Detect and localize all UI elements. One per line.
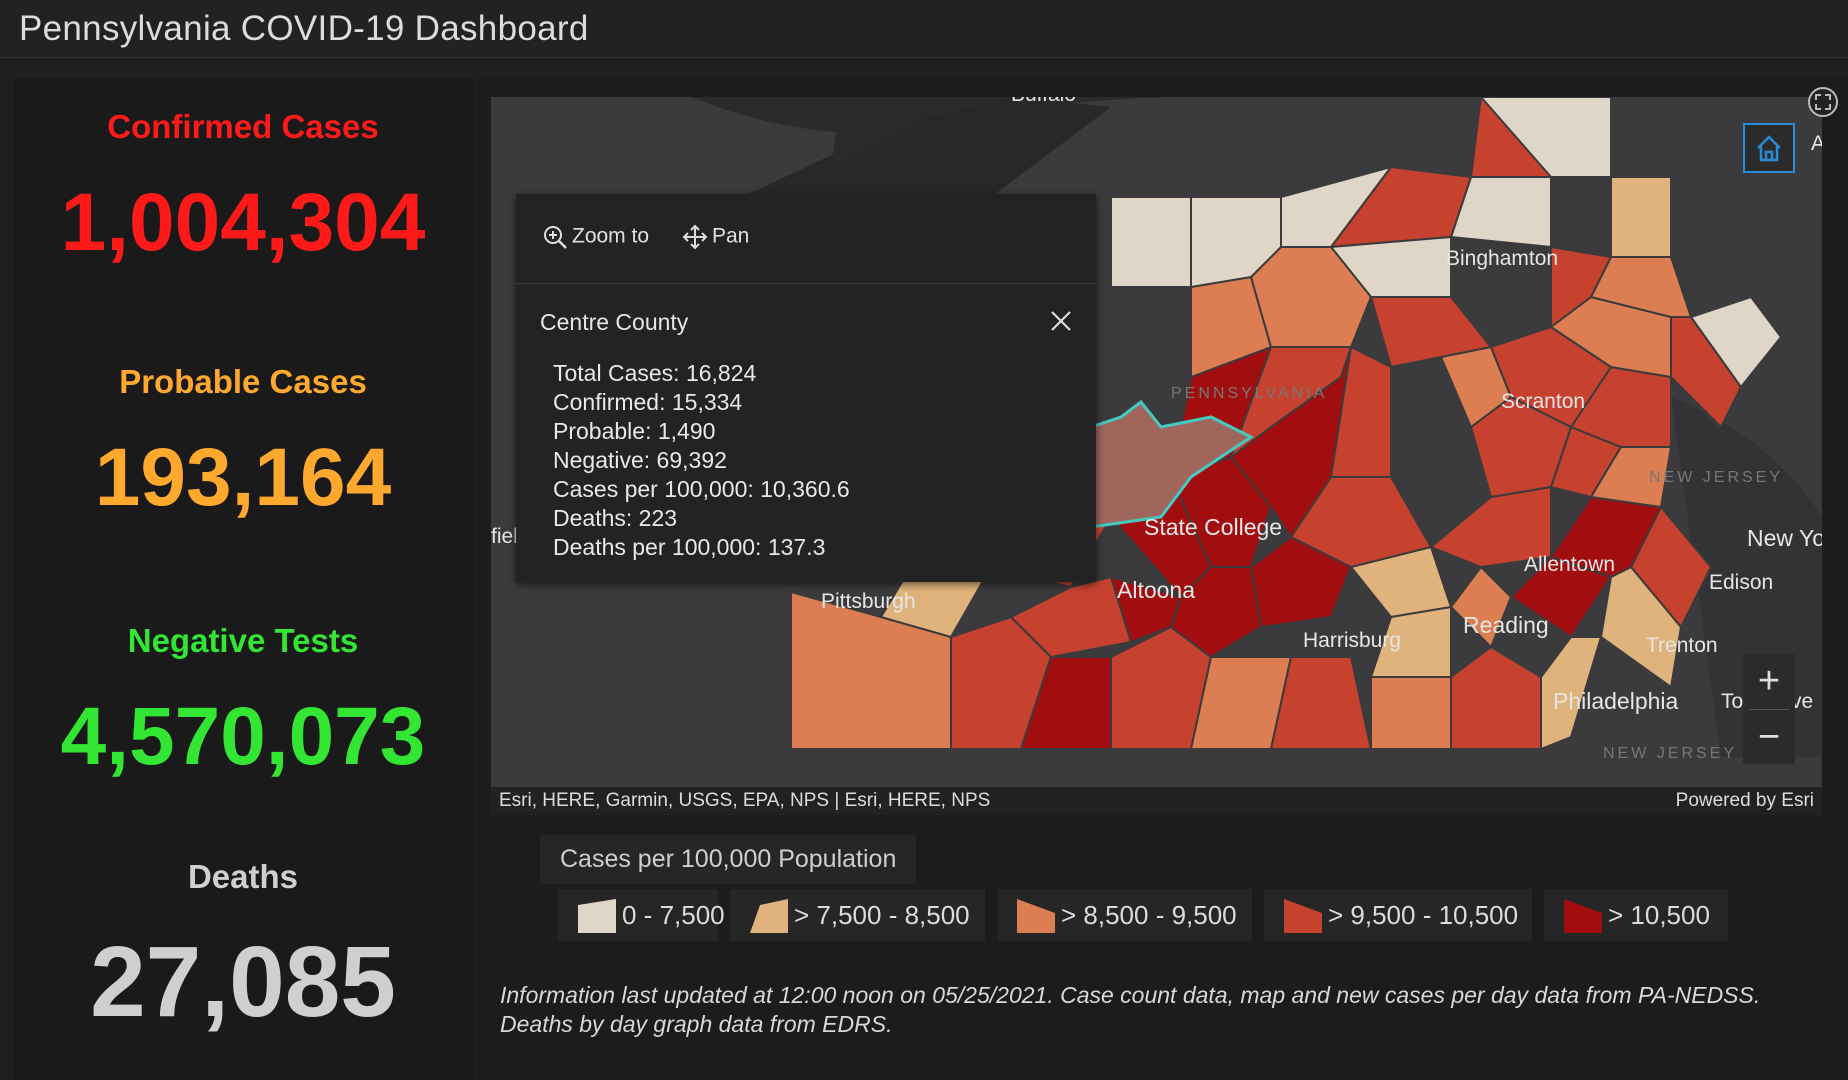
popup-probable: Probable: 1,490 — [553, 418, 716, 444]
pan-action[interactable]: Pan — [682, 224, 749, 250]
popup-negative: Negative: 69,392 — [553, 447, 727, 473]
map-label-state-college: State College — [1144, 514, 1283, 540]
zoom-in-icon: + — [1757, 660, 1781, 702]
probable-cases-label: Probable Cases — [119, 363, 367, 400]
legend-item-2: > 8,500 - 9,500 — [997, 889, 1252, 941]
map-label-pittsburgh: Pittsburgh — [821, 590, 916, 613]
map-label-edison: Edison — [1709, 571, 1774, 594]
zoom-divider — [1749, 709, 1789, 710]
pan-label: Pan — [712, 224, 750, 248]
map-label-trenton: Trenton — [1646, 634, 1718, 657]
confirmed-cases-value: 1,004,304 — [60, 177, 426, 268]
close-icon — [1051, 311, 1071, 331]
zoom-out-icon: − — [1757, 716, 1781, 758]
zoom-to-action[interactable]: Zoom to — [542, 224, 649, 250]
map-label-altoona: Altoona — [1117, 577, 1196, 603]
popup-title: Centre County — [540, 309, 689, 335]
map-label-new-jersey-bottom: NEW JERSEY — [1603, 745, 1738, 762]
popup-deaths-per-100k: Deaths per 100,000: 137.3 — [553, 534, 826, 560]
zoom-out-button[interactable]: − — [1743, 710, 1795, 764]
map-legend: Cases per 100,000 Population 0 - 7,500 >… — [540, 835, 1778, 945]
map-label-scranton: Scranton — [1501, 390, 1586, 413]
expand-icon — [1815, 94, 1831, 110]
attribution-text: Esri, HERE, Garmin, USGS, EPA, NPS | Esr… — [499, 790, 991, 811]
map-label-harrisburg: Harrisburg — [1303, 629, 1402, 652]
zoom-to-icon — [544, 226, 567, 249]
negative-tests-stat: Negative Tests 4,570,073 — [13, 622, 473, 778]
pan-icon — [682, 224, 708, 250]
deaths-label: Deaths — [187, 858, 299, 895]
deaths-value: 27,085 — [90, 926, 396, 1038]
map-attribution: Esri, HERE, Garmin, USGS, EPA, NPS | Esr… — [491, 787, 1822, 815]
popup-actions: Zoom to Pan — [516, 194, 1096, 284]
home-icon — [1757, 135, 1781, 162]
map-label-fiel: fiel — [491, 525, 518, 548]
legend-label-0: 0 - 7,500 — [622, 900, 725, 930]
confirmed-cases-stat: Confirmed Cases 1,004,304 — [13, 108, 473, 264]
zoom-control: + − — [1743, 654, 1795, 764]
confirmed-cases-label: Confirmed Cases — [107, 108, 379, 145]
legend-item-3: > 9,500 - 10,500 — [1264, 889, 1532, 941]
map-label-new-york: New Yo — [1747, 525, 1822, 551]
map-label-reading: Reading — [1463, 612, 1549, 638]
legend-swatch-3 — [1284, 899, 1322, 933]
legend-swatch-1 — [750, 899, 788, 933]
probable-cases-value: 193,164 — [94, 432, 392, 523]
map-label-philadelphia: Philadelphia — [1553, 688, 1679, 714]
page-title: Pennsylvania COVID-19 Dashboard — [19, 9, 589, 48]
map-label-new-jersey-top: NEW JERSEY — [1649, 469, 1784, 486]
probable-cases-stat: Probable Cases 193,164 — [13, 363, 473, 519]
powered-by-esri[interactable]: Powered by Esri — [1675, 790, 1814, 811]
map-label-toms-river: To — [1721, 690, 1744, 713]
expand-button[interactable] — [1808, 87, 1838, 117]
deaths-stat: Deaths 27,085 — [13, 858, 473, 1032]
legend-swatch-2 — [1017, 899, 1055, 933]
popup-confirmed: Confirmed: 15,334 — [553, 389, 743, 415]
info-footnote: Information last updated at 12:00 noon o… — [500, 982, 1761, 1037]
county-popup: Zoom to Pan Centre County Total Cases: 1… — [516, 194, 1096, 582]
legend-swatch-4 — [1564, 899, 1602, 933]
legend-item-0: 0 - 7,500 — [558, 889, 725, 941]
map-label-al: Al — [1811, 132, 1822, 155]
negative-tests-label: Negative Tests — [127, 622, 359, 659]
popup-total-cases: Total Cases: 16,824 — [553, 360, 757, 386]
zoom-in-button[interactable]: + — [1743, 654, 1795, 708]
legend-item-4: > 10,500 — [1544, 889, 1728, 941]
map-label-binghamton: Binghamton — [1446, 247, 1559, 270]
legend-title: Cases per 100,000 Population — [540, 835, 917, 884]
popup-deaths: Deaths: 223 — [553, 505, 678, 531]
map-label-toms-river-2: ve — [1791, 690, 1814, 713]
legend-label-1: > 7,500 - 8,500 — [794, 900, 970, 930]
legend-label-2: > 8,500 - 9,500 — [1061, 900, 1237, 930]
app-header: Pennsylvania COVID-19 Dashboard — [0, 0, 1848, 58]
map-label-allentown: Allentown — [1524, 553, 1616, 576]
negative-tests-value: 4,570,073 — [60, 691, 426, 782]
map-label-pennsylvania: PENNSYLVANIA — [1171, 385, 1328, 402]
popup-close-button[interactable] — [1046, 306, 1076, 336]
legend-label-4: > 10,500 — [1608, 900, 1710, 930]
zoom-to-label: Zoom to — [572, 224, 650, 248]
legend-swatch-0 — [578, 899, 616, 933]
home-button[interactable] — [1743, 123, 1795, 173]
popup-cases-per-100k: Cases per 100,000: 10,360.6 — [553, 476, 850, 502]
map-label-buffalo: Buffalo — [1011, 97, 1076, 107]
legend-item-1: > 7,500 - 8,500 — [730, 889, 985, 941]
stats-panel: Confirmed Cases 1,004,304 Probable Cases… — [13, 78, 473, 1080]
legend-label-3: > 9,500 - 10,500 — [1328, 900, 1519, 930]
